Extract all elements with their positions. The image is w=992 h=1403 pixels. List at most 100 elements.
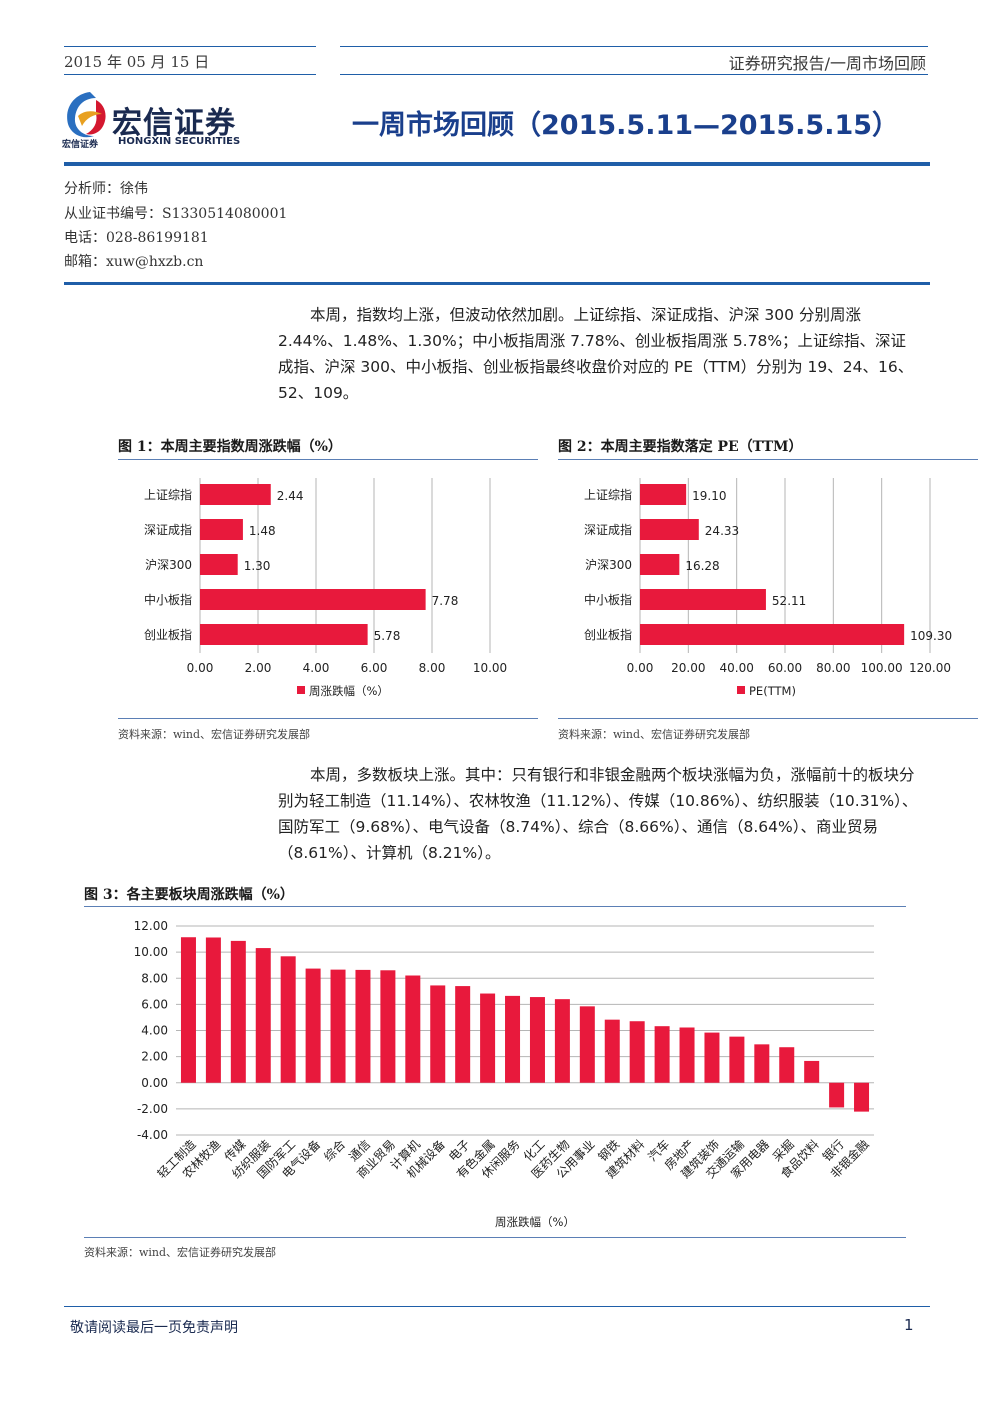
fig3-bar [280,956,296,1083]
page-number: 1 [904,1316,914,1334]
fig3-bar [654,1026,670,1083]
footer-rule [64,1306,930,1307]
figure-1-rule [118,459,538,460]
fig3-bar [230,940,246,1083]
fig3-bar [604,1019,620,1083]
fig1-value-label: 2.44 [277,489,304,503]
sector-paragraph: 本周，多数板块上涨。其中：只有银行和非银金融两个板块涨幅为负，涨幅前十的板块分别… [278,766,918,862]
figure-3-title: 图 3：各主要板块周涨跌幅（%） [84,887,294,903]
fig3-y-tick: 12.00 [134,919,168,933]
footer-disclaimer-link[interactable]: 敬请阅读最后一页免责声明 [70,1320,238,1336]
figure-1-chart: 0.00 2.00 4.00 6.00 8.00 10.00 上证综指 2.44 深证成指 1.4… [144,478,507,698]
fig1-category-label: 沪深300 [145,558,192,572]
header-rule-right-top [340,46,928,47]
fig1-x-tick: 4.00 [303,661,330,675]
fig2-value-label: 24.33 [705,524,739,538]
fig3-bar [255,948,271,1083]
fig3-bar [754,1044,770,1083]
fig1-bar [200,519,243,540]
fig3-y-tick: -2.00 [137,1102,168,1116]
fig3-bar [430,985,446,1083]
fig2-x-tick: 0.00 [627,661,654,675]
fig1-bar [200,624,368,645]
fig3-bar [629,1021,645,1083]
fig3-y-tick: 0.00 [141,1076,168,1090]
figure-1-bottom-rule [118,718,538,719]
fig1-legend-swatch [297,686,305,694]
fig2-category-label: 中小板指 [584,592,632,607]
analyst-name: 分析师：徐伟 [64,181,148,197]
analyst-cert: 从业证书编号：S1330514080001 [64,206,288,222]
report-date: 2015 年 05 月 15 日 [64,53,210,71]
fig3-y-tick: 10.00 [134,945,168,959]
fig2-category-label: 深证成指 [584,522,632,537]
fig3-x-axis-label: 周涨跌幅（%） [495,1215,575,1229]
fig3-bar [480,993,496,1083]
page-title: 一周市场回顾（2015.5.11—2015.5.15） [352,110,900,141]
fig2-category-label: 沪深300 [585,558,632,572]
figure-2-title: 图 2：本周主要指数落定 PE（TTM） [558,439,803,455]
fig1-x-tick: 10.00 [473,661,507,675]
fig2-value-label: 52.11 [772,594,806,608]
fig2-category-label: 创业板指 [584,627,632,642]
figure-2-source: 资料来源：wind、宏信证券研究发展部 [558,728,751,741]
fig2-x-tick: 60.00 [768,661,802,675]
fig3-bar [380,970,396,1083]
fig1-value-label: 1.30 [244,559,271,573]
figure-1-source: 资料来源：wind、宏信证券研究发展部 [118,728,311,741]
fig1-category-label: 上证综指 [144,487,192,502]
figure-2-bottom-rule [558,718,978,719]
fig1-category-label: 创业板指 [144,627,192,642]
fig1-bar [200,589,426,610]
header-rule-left [64,74,316,75]
fig2-bar [640,484,687,505]
fig2-x-tick: 100.00 [861,661,903,675]
fig3-y-tick: 6.00 [141,997,168,1011]
fig2-value-label: 19.10 [692,489,726,503]
fig2-category-label: 上证综指 [584,487,632,502]
figure-3-rule [84,906,906,907]
fig1-bar [200,484,271,505]
fig3-bar [704,1032,720,1083]
fig2-legend-swatch [737,686,745,694]
fig3-bar [355,969,371,1083]
fig2-x-tick: 20.00 [671,661,705,675]
fig2-bar [640,589,766,610]
logo-name: 宏信证券 [112,106,236,141]
fig3-bar [205,937,221,1083]
title-rule [64,162,930,166]
fig2-x-tick: 40.00 [719,661,753,675]
fig3-bar [405,975,421,1083]
fig3-bar [305,968,321,1083]
report-category: 证券研究报告/一周市场回顾 [728,54,926,73]
fig3-bar [529,997,545,1083]
fig3-y-tick: 4.00 [141,1024,168,1038]
fig3-bar [579,1006,595,1083]
header-rule-left-top [64,46,316,47]
fig3-bar [455,986,471,1083]
fig3-bar [779,1047,795,1083]
fig3-bar [330,969,346,1083]
figure-2-rule [558,459,978,460]
fig1-x-tick: 8.00 [419,661,446,675]
fig3-bar [804,1060,820,1083]
fig1-bar [200,554,238,575]
logo-mark-icon [67,92,106,138]
fig3-y-tick: 2.00 [141,1050,168,1064]
fig3-bar [180,937,196,1083]
fig3-bar [505,995,521,1083]
fig1-value-label: 1.48 [249,524,276,538]
figure-3-chart: 12.00 10.00 8.00 6.00 4.00 2.00 0.00 -2.00 -4.00… [134,919,874,1229]
logo-english-name: HONGXIN SECURITIES [118,136,241,147]
fig2-x-tick: 120.00 [909,661,951,675]
fig3-bar [554,999,570,1083]
fig2-bar [640,519,699,540]
fig3-y-tick: -4.00 [137,1128,168,1142]
analyst-email: 邮箱：xuw@hxzb.cn [64,254,204,270]
figure-1-title: 图 1：本周主要指数周涨跌幅（%） [118,439,342,455]
fig3-y-tick: 8.00 [141,971,168,985]
fig3-bar [679,1027,695,1083]
fig1-category-label: 深证成指 [144,522,192,537]
figure-3-source: 资料来源：wind、宏信证券研究发展部 [84,1246,277,1259]
fig1-x-tick: 6.00 [361,661,388,675]
